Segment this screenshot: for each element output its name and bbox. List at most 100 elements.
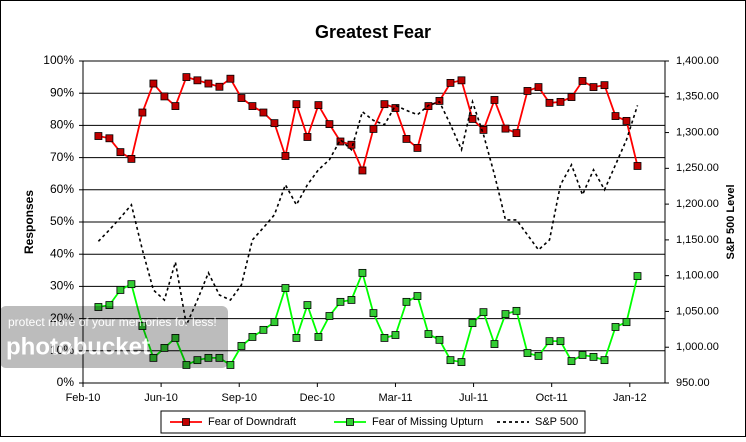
y-tick-label: 80% [50,118,74,132]
data-point [358,268,367,277]
data-point [127,154,136,163]
data-point [215,353,224,362]
data-point [303,301,312,309]
watermark-text: protect more of your memories for less! [8,315,217,329]
y2-tick-label: 1,250.00 [676,162,719,174]
data-point [116,286,125,294]
data-point [314,101,323,110]
legend-marker [182,418,190,426]
data-point [138,322,147,330]
y2-tick-label: 1,150.00 [676,234,719,246]
data-point [259,108,268,117]
y-tick-label: 70% [50,150,74,164]
data-point [567,357,576,366]
data-point [127,280,136,289]
data-point [402,297,411,306]
data-point [281,152,290,160]
x-tick-label: Dec-10 [300,392,335,404]
data-point [325,312,334,320]
data-point [325,120,334,129]
data-point [523,349,532,357]
legend-label: Fear of Missing Upturn [372,416,483,428]
y2-tick-label: 1,350.00 [676,91,719,103]
data-point [490,96,499,104]
data-point [171,102,180,110]
data-point [501,124,510,133]
x-tick-label: Jan-12 [613,392,647,404]
y2-tick-label: 1,200.00 [676,198,719,210]
data-point [413,292,422,300]
data-point [193,356,202,365]
watermark-box [0,306,228,368]
data-point [94,132,103,140]
data-point [413,144,422,152]
data-point [545,337,554,346]
data-point [424,330,433,338]
y-tick-label: 20% [50,311,74,325]
data-point [160,92,169,101]
data-point [204,79,213,88]
data-point [94,303,103,311]
data-point [622,318,631,327]
data-point [435,97,444,105]
data-point [204,353,213,362]
y-tick-label: 60% [50,182,74,196]
y2-axis-title: S&P 500 Level [725,184,737,259]
data-point [226,74,235,83]
y-tick-label: 0% [57,375,75,389]
data-point [402,135,411,143]
data-point [457,358,466,366]
data-point [512,306,521,315]
legend-entries: Fear of Downdraft Fear of Missing Upturn S… [170,416,578,428]
data-point [600,356,609,365]
data-point [105,301,114,309]
data-point [314,333,323,341]
data-point [336,297,345,306]
y-tick-label: 30% [50,279,74,293]
data-point [468,319,477,328]
data-point [182,361,191,369]
data-point [512,129,521,138]
data-point [490,340,499,348]
data-point [380,100,389,109]
data-point [237,342,246,350]
legend-label: Fear of Downdraft [208,416,296,428]
data-point [534,83,543,91]
data-point [281,284,290,292]
data-point [545,98,554,107]
data-point [391,331,400,339]
data-point [380,334,389,342]
data-point [633,162,642,170]
y-tick-label: 40% [50,246,74,260]
data-point [468,115,477,123]
y2-tick-label: 1,050.00 [676,305,719,317]
data-point [160,344,169,352]
legend [160,410,586,434]
data-point [347,296,356,304]
data-point [259,325,268,334]
data-point [292,100,301,109]
data-point [446,356,455,365]
watermark-brand: photobucket [6,333,150,360]
data-point [369,309,378,318]
plot-area: 0% 10% 20% 30% 40% 50% 60% 70% 80% 90% 100% 950.00 1… [43,53,719,404]
data-point [479,126,488,134]
y-tick-label: 10% [50,343,74,357]
x-tick-label: Oct-11 [536,392,568,404]
data-point [611,323,620,331]
data-point [556,337,565,346]
data-point [556,97,565,106]
data-point [215,82,224,91]
data-point [138,108,147,117]
data-point [237,94,246,102]
data-point [292,334,301,342]
data-point [182,73,191,81]
x-tick-label: Feb-10 [66,392,101,404]
data-point [248,333,257,341]
data-point [611,112,620,120]
legend-label: S&P 500 [535,416,578,428]
x-tick-label: Mar-11 [378,392,412,404]
data-point [105,134,114,143]
